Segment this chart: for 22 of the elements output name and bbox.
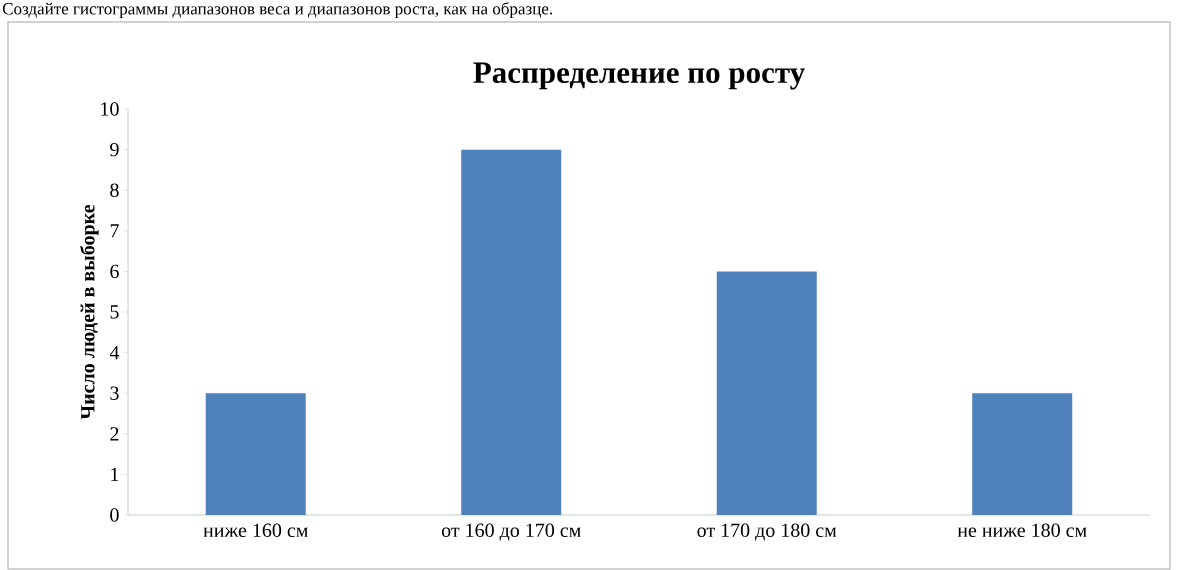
y-tick-label: 1 — [111, 467, 119, 481]
x-tick-label: от 170 до 180 см — [697, 523, 837, 541]
y-tick-label: 7 — [110, 224, 119, 238]
y-tick-label: 10 — [101, 102, 119, 116]
y-tick-label: 3 — [110, 386, 119, 400]
y-tick-label: 9 — [110, 142, 119, 157]
x-tick-label: не ниже 180 см — [957, 523, 1087, 538]
y-tick-label: 2 — [110, 427, 119, 441]
text: Создайте гистограммы диапазонов веса и диапазонов роста, как на образце. — [2, 2, 552, 18]
bar — [972, 393, 1073, 515]
y-tick-label: 6 — [110, 264, 119, 279]
x-tick-label: ниже 160 см — [203, 523, 308, 538]
y-tick-label: 5 — [110, 305, 119, 319]
chart-title: Распределение по росту — [473, 62, 805, 90]
y-tick-label: 8 — [110, 183, 119, 197]
y-tick-label: 0 — [110, 508, 119, 522]
bar — [716, 271, 817, 515]
y-tick-label: 4 — [109, 346, 120, 360]
bar — [205, 393, 306, 515]
y-axis-title: Число людей в выборке — [80, 204, 99, 420]
bar — [461, 149, 562, 515]
x-tick-label: от 160 до 170 см — [441, 523, 581, 541]
